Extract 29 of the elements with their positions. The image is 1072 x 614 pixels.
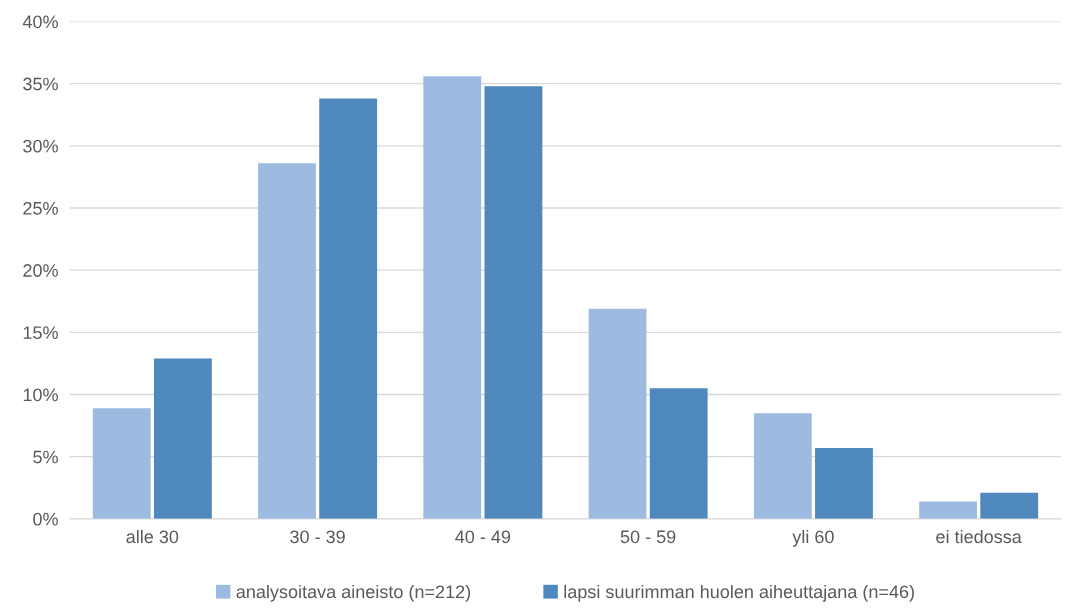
y-tick-label: 5% [33, 450, 58, 464]
x-tick-label: 50 - 59 [620, 530, 676, 544]
bar [753, 413, 812, 519]
bar [258, 163, 316, 519]
y-tick-label: 10% [23, 388, 58, 402]
x-tick-label: ei tiedossa [936, 529, 1022, 544]
bar [649, 388, 708, 519]
bar [484, 86, 543, 519]
y-tick-label: 40% [22, 15, 58, 29]
y-tick-label: 0% [33, 512, 58, 526]
y-tick-label: 25% [23, 201, 58, 215]
legend-label: analysoitava aineisto (n=212) [236, 584, 471, 602]
y-tick-label: 20% [23, 264, 58, 277]
x-tick-label: alle 30 [126, 529, 179, 544]
legend-label: lapsi suurimman huolen aiheuttajana (n=46) [564, 584, 914, 602]
x-tick-label: yli 60 [792, 529, 834, 547]
y-tick-label: 30% [23, 139, 58, 153]
bar [153, 358, 212, 519]
bar [92, 408, 151, 519]
y-tick-label: 35% [23, 77, 58, 91]
bar [423, 76, 482, 519]
bar [980, 492, 1039, 519]
bar [815, 447, 873, 519]
y-tick-label: 15% [23, 326, 58, 340]
x-tick-label: 30 - 39 [290, 530, 345, 544]
bar [919, 501, 977, 519]
bar [319, 98, 378, 519]
bar [588, 308, 647, 519]
x-tick-label: 40 - 49 [455, 530, 511, 544]
